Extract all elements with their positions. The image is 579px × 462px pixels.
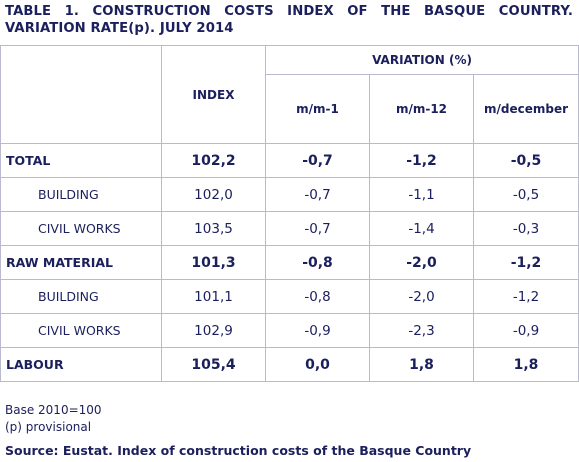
header-variation: VARIATION (%)	[264, 45, 579, 75]
cell-mdec: -0,5	[472, 143, 579, 178]
header-row-top: INDEX VARIATION (%)	[0, 45, 579, 144]
cell-mdec: -0,5	[472, 177, 579, 212]
row-label: BUILDING	[0, 279, 162, 314]
cell-mm12: 1,8	[369, 347, 474, 382]
base-note: Base 2010=100	[5, 403, 102, 417]
cell-mm12: -1,4	[369, 211, 474, 246]
table-row-total-civil-works: CIVIL WORKS 103,5 -0,7 -1,4 -0,3	[0, 211, 579, 246]
cell-mm12: -2,0	[369, 245, 474, 280]
cell-mm12: -1,1	[369, 177, 474, 212]
cell-index: 101,3	[161, 245, 266, 280]
cell-index: 102,9	[161, 313, 266, 348]
table-row-raw-civil-works: CIVIL WORKS 102,9 -0,9 -2,3 -0,9	[0, 313, 579, 348]
table-row-raw-building: BUILDING 101,1 -0,8 -2,0 -1,2	[0, 279, 579, 314]
cell-mdec: -0,3	[472, 211, 579, 246]
table-row-total: TOTAL 102,2 -0,7 -1,2 -0,5	[0, 143, 579, 178]
cell-mm1: 0,0	[265, 347, 370, 382]
cell-mm12: -2,0	[369, 279, 474, 314]
cell-index: 102,0	[161, 177, 266, 212]
header-mdec: m/december	[472, 74, 579, 144]
header-mm1: m/m-1	[265, 74, 370, 144]
cell-index: 105,4	[161, 347, 266, 382]
row-label: CIVIL WORKS	[0, 211, 162, 246]
row-label: CIVIL WORKS	[0, 313, 162, 348]
row-label: TOTAL	[0, 143, 162, 178]
table-row-raw-material: RAW MATERIAL 101,3 -0,8 -2,0 -1,2	[0, 245, 579, 280]
cell-mm1: -0,7	[265, 177, 370, 212]
row-label: BUILDING	[0, 177, 162, 212]
table-row-labour: LABOUR 105,4 0,0 1,8 1,8	[0, 347, 579, 382]
cell-mm1: -0,7	[265, 143, 370, 178]
cell-mm12: -1,2	[369, 143, 474, 178]
cell-mm1: -0,7	[265, 211, 370, 246]
table-notes: Base 2010=100 (p) provisional	[5, 402, 102, 435]
cell-index: 103,5	[161, 211, 266, 246]
cell-mm1: -0,8	[265, 245, 370, 280]
cell-index: 101,1	[161, 279, 266, 314]
cell-mm1: -0,8	[265, 279, 370, 314]
header-mm12: m/m-12	[369, 74, 474, 144]
cell-mm1: -0,9	[265, 313, 370, 348]
cell-mdec: -0,9	[472, 313, 579, 348]
cell-mdec: 1,8	[472, 347, 579, 382]
cell-index: 102,2	[161, 143, 266, 178]
cell-mdec: -1,2	[472, 245, 579, 280]
provisional-note: (p) provisional	[5, 419, 92, 434]
row-label: LABOUR	[0, 347, 162, 382]
row-label: RAW MATERIAL	[0, 245, 162, 280]
header-row-sub: m/m-1 m/m-12 m/december	[1, 74, 579, 144]
header-index: INDEX	[161, 45, 266, 144]
cell-mdec: -1,2	[472, 279, 579, 314]
header-blank-cell	[0, 45, 162, 144]
table-row-total-building: BUILDING 102,0 -0,7 -1,1 -0,5	[0, 177, 579, 212]
source-note: Source: Eustat. Index of construction co…	[5, 443, 472, 458]
table-title: TABLE 1. CONSTRUCTION COSTS INDEX OF THE…	[5, 4, 573, 36]
cell-mm12: -2,3	[369, 313, 474, 348]
construction-costs-table: INDEX VARIATION (%) m/m-1 m/m-12 m/decem…	[0, 45, 579, 382]
